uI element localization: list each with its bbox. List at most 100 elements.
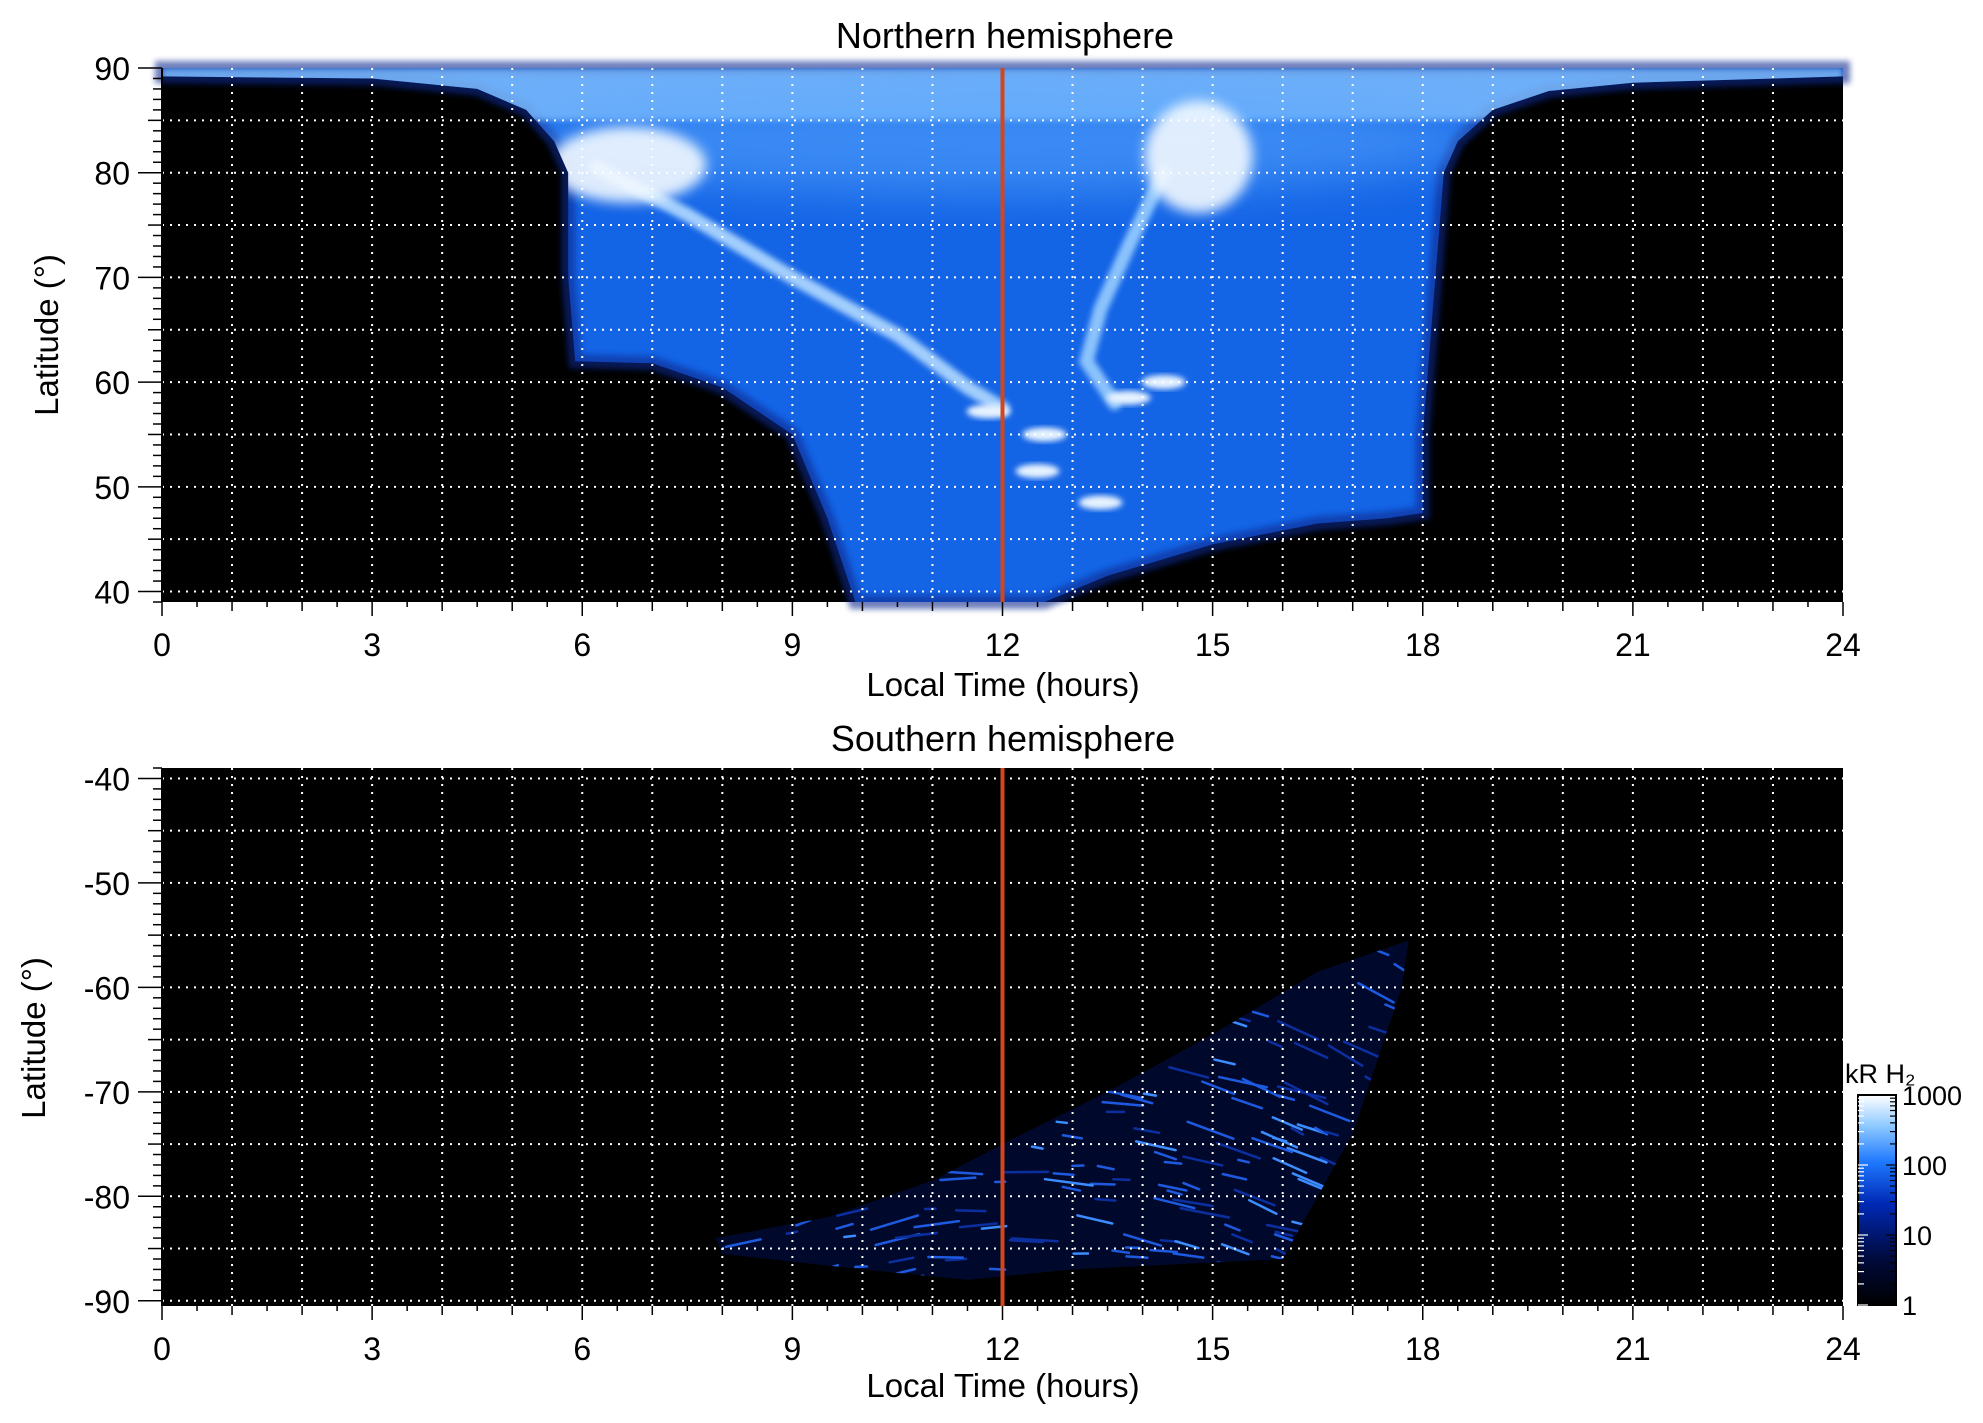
south-emission-streak — [1277, 1094, 1296, 1101]
south-emission-streak — [1111, 1249, 1131, 1255]
north-feature — [1144, 100, 1253, 214]
south-emission-streak — [795, 1218, 812, 1227]
x-tick-label: 3 — [363, 1331, 381, 1367]
y-tick-label: -70 — [84, 1075, 130, 1111]
x-tick-label: 15 — [1195, 1331, 1231, 1367]
south-emission-streak — [1043, 1177, 1094, 1187]
south-ylabel: Latitude (°) — [15, 957, 52, 1119]
x-tick-label: 12 — [985, 1331, 1021, 1367]
south-emission-streak — [1293, 1041, 1329, 1059]
south-emission-streak — [1076, 1214, 1114, 1225]
north-ylabel: Latitude (°) — [28, 254, 65, 416]
north-feature-spot — [1078, 495, 1123, 510]
south-emission-streak — [1224, 1223, 1241, 1232]
x-tick-label: 6 — [573, 1331, 591, 1367]
x-tick-label: 12 — [985, 627, 1021, 663]
y-tick-label: -60 — [84, 970, 130, 1006]
south-emission-streak — [1010, 1237, 1059, 1243]
x-tick-label: 0 — [153, 627, 171, 663]
y-tick-label: 80 — [94, 156, 130, 192]
south-emission-streak — [1134, 1140, 1177, 1152]
south-emission-streak — [913, 1219, 961, 1229]
south-emission-streak — [1314, 1126, 1329, 1136]
south-emission-streak — [1231, 1233, 1253, 1244]
south-emission-streak — [1241, 1077, 1282, 1098]
x-tick-label: 18 — [1405, 1331, 1441, 1367]
north-feature-spot — [1022, 427, 1067, 442]
south-emission-streak — [1166, 1189, 1183, 1196]
north-x-axis: 0 3 6 9 12 15 18 21 24 — [153, 602, 1861, 663]
south-emission-streak — [1231, 1096, 1264, 1110]
south-xlabel: Local Time (hours) — [866, 1367, 1139, 1404]
x-tick-label: 3 — [363, 627, 381, 663]
south-emission-streak — [835, 1222, 854, 1230]
y-tick-label: -90 — [84, 1284, 130, 1320]
south-emission-streak — [1182, 1181, 1201, 1191]
south-emission-streak — [1267, 1039, 1283, 1048]
x-tick-label: 21 — [1615, 627, 1651, 663]
south-emission-streak — [1247, 1198, 1278, 1216]
colorbar-tick-label: 100 — [1902, 1151, 1947, 1181]
south-emission-streak — [1133, 1127, 1161, 1135]
south-emission-streak — [1186, 1120, 1235, 1140]
x-tick-label: 9 — [783, 627, 801, 663]
south-title: Southern hemisphere — [831, 718, 1175, 759]
colorbar: kR H₂ 1 10 100 1000 — [1845, 1059, 1962, 1321]
south-emission-streak — [1357, 982, 1395, 1004]
x-tick-label: 6 — [573, 627, 591, 663]
y-tick-label: -80 — [84, 1179, 130, 1215]
south-emission-streak — [1324, 1130, 1339, 1137]
south-emission-streak — [1008, 1238, 1045, 1244]
north-feature-spot — [1106, 390, 1151, 405]
south-emission-streak — [1153, 1150, 1178, 1161]
south-emission-streak — [1030, 1145, 1044, 1150]
south-emission-streak — [1055, 1120, 1069, 1125]
south-emission-streak — [843, 1234, 857, 1239]
south-emission-streak — [1291, 1220, 1305, 1226]
south-emission-streak — [1101, 1100, 1145, 1107]
north-y-axis: 40 50 60 70 80 90 — [94, 51, 163, 611]
x-tick-label: 18 — [1405, 627, 1441, 663]
south-emission-streak — [1215, 1141, 1261, 1160]
y-tick-label: -50 — [84, 866, 130, 902]
south-emission-streak — [1172, 1252, 1205, 1259]
south-emission-streak — [1094, 1197, 1117, 1202]
north-feature-spot — [1015, 464, 1060, 479]
south-emission-streak — [1286, 1146, 1328, 1164]
south-emission-streak — [724, 1238, 762, 1249]
colorbar-gradient — [1857, 1094, 1897, 1306]
south-emission-streak — [1271, 1116, 1304, 1131]
x-tick-label: 15 — [1195, 627, 1231, 663]
south-emission-streak — [1221, 1172, 1248, 1181]
south-emission-streak — [1089, 1182, 1116, 1186]
south-emission-streak — [1237, 1158, 1251, 1164]
south-emission-streak — [1342, 1040, 1387, 1061]
colorbar-label: kR H₂ — [1845, 1059, 1915, 1089]
south-x-axis: 0 3 6 9 12 15 18 21 24 — [153, 1306, 1861, 1367]
colorbar-tick-label: 10 — [1902, 1221, 1932, 1251]
y-tick-label: 90 — [94, 51, 130, 87]
south-y-axis: -40 -50 -60 -70 -80 -90 — [84, 761, 163, 1320]
south-emission-streak — [1168, 1066, 1210, 1079]
south-emission-streak — [939, 1176, 977, 1182]
north-feature-spot — [966, 404, 1011, 419]
south-emission-streak — [1251, 1136, 1294, 1154]
south-emission-streak — [1163, 1160, 1183, 1165]
south-emission-streak — [1277, 1020, 1320, 1041]
x-tick-label: 24 — [1825, 1331, 1861, 1367]
north-feature — [549, 127, 707, 203]
south-emission-streak — [1272, 1157, 1308, 1175]
colorbar-tick-label: 1 — [1902, 1291, 1917, 1321]
y-tick-label: -40 — [84, 761, 130, 797]
south-emission-streak — [1052, 1172, 1075, 1177]
south-emission-streak — [1290, 1126, 1305, 1136]
south-emission-streak — [927, 1255, 965, 1259]
south-coverage-region — [715, 940, 1409, 1280]
colorbar-ticks: 1 10 100 1000 — [1858, 1081, 1962, 1321]
y-tick-label: 60 — [94, 365, 130, 401]
north-feature-arc — [589, 160, 1010, 416]
north-feature-arc — [1078, 165, 1171, 411]
south-emission-streak — [1274, 1230, 1294, 1237]
north-title: Northern hemisphere — [836, 15, 1174, 56]
